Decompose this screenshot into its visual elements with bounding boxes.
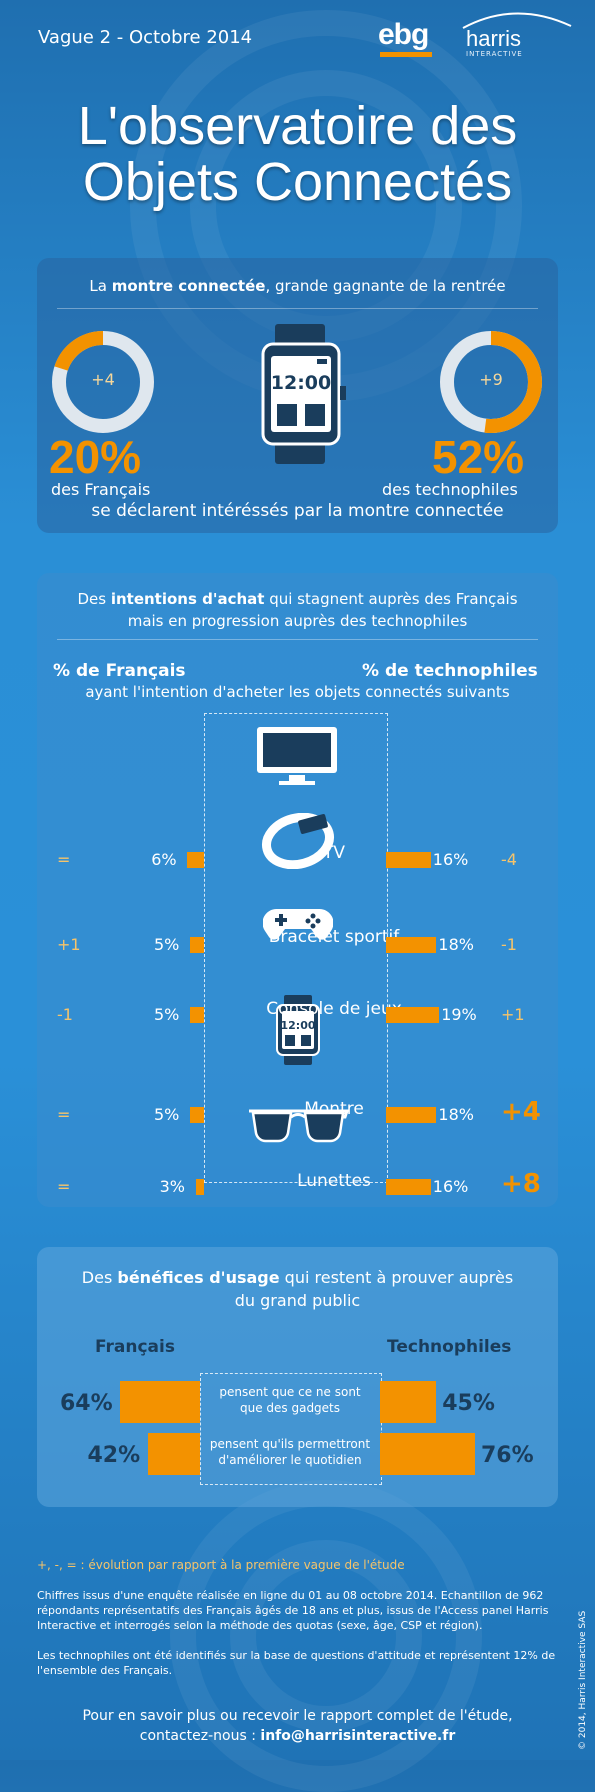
evolution-technophiles: +8 bbox=[501, 1169, 541, 1199]
item-label: Montre bbox=[304, 1099, 364, 1119]
harris-logo-subtitle: INTERACTIVE bbox=[466, 50, 523, 58]
glasses-icon bbox=[249, 1109, 349, 1143]
usage-benefits-panel: Des bénéfices d'usage qui restent à prou… bbox=[37, 1247, 558, 1507]
methodology-note: Chiffres issus d'une enquête réalisée en… bbox=[37, 1589, 549, 1632]
value-francais: 42% bbox=[87, 1443, 141, 1468]
section1-title: La montre connectée, grande gagnante de … bbox=[89, 277, 506, 295]
technophiles-note: Les technophiles ont été identifiés sur … bbox=[37, 1649, 556, 1677]
bar-technophiles bbox=[386, 937, 437, 953]
section3-title-line1: Des bénéfices d'usage qui restent à prou… bbox=[81, 1268, 514, 1287]
bar-technophiles bbox=[386, 852, 431, 868]
col-header-technophiles: Technophiles bbox=[387, 1337, 512, 1357]
evolution-francais: -1 bbox=[57, 1005, 73, 1024]
bar-francais bbox=[147, 1433, 200, 1475]
fitness-bracelet-icon bbox=[262, 813, 334, 869]
bar-technophiles bbox=[380, 1381, 437, 1423]
purchase-intent-panel: Des intentions d'achat qui stagnent aupr… bbox=[37, 573, 558, 1207]
statement-line1: pensent qu'ils permettront bbox=[209, 1437, 371, 1451]
evolution-technophiles: -4 bbox=[501, 850, 517, 869]
col-header-technophiles: % de technophiles bbox=[362, 661, 538, 681]
statement-line1: pensent que ce ne sont bbox=[219, 1385, 361, 1399]
item-label: Bracelet sportif bbox=[268, 927, 400, 947]
copyright: © 2014, Harris Interactive SAS bbox=[578, 1610, 588, 1750]
bar-technophiles bbox=[386, 1179, 431, 1195]
tv-icon bbox=[257, 727, 337, 785]
value-technophiles: 16% bbox=[432, 1177, 469, 1196]
statement-line2: d'améliorer le quotidien bbox=[218, 1453, 362, 1467]
evolution-technophiles: -1 bbox=[501, 935, 517, 954]
item-label: Console de jeux bbox=[266, 999, 402, 1019]
bar-technophiles bbox=[386, 1107, 437, 1123]
value-francais: 6% bbox=[151, 850, 177, 869]
bar-francais bbox=[120, 1381, 200, 1423]
value-francais: 5% bbox=[154, 1105, 180, 1124]
game-controller-icon bbox=[263, 908, 333, 940]
chart-subtitle: ayant l'intention d'acheter les objets c… bbox=[85, 683, 510, 701]
label-technophiles: des technophiles bbox=[382, 480, 518, 499]
item-label: TV bbox=[322, 843, 345, 863]
small-watch-time: 12:00 bbox=[280, 1019, 316, 1032]
item-label: Lunettes bbox=[297, 1171, 371, 1191]
bar-francais bbox=[195, 1179, 204, 1195]
harris-logo: harris bbox=[466, 26, 522, 51]
harris-logo-arc-icon bbox=[462, 12, 572, 29]
wifi-wave-decoration bbox=[170, 1480, 482, 1792]
col-header-francais: % de Français bbox=[53, 661, 186, 681]
value-francais: 3% bbox=[159, 1177, 185, 1196]
bar-technophiles bbox=[386, 1007, 440, 1023]
evolution-francais: +1 bbox=[57, 935, 81, 954]
delta-technophiles: +9 bbox=[479, 370, 503, 389]
wave-label: Vague 2 - Octobre 2014 bbox=[38, 27, 253, 48]
value-technophiles: 76% bbox=[481, 1443, 534, 1468]
ebg-logo: ebg bbox=[378, 18, 429, 51]
smartwatch-icon bbox=[261, 324, 346, 464]
value-technophiles: 18% bbox=[438, 1105, 474, 1124]
delta-francais: +4 bbox=[91, 370, 115, 389]
watch-time: 12:00 bbox=[270, 372, 332, 394]
bar-technophiles bbox=[380, 1433, 475, 1475]
smartwatch-icon bbox=[276, 995, 320, 1065]
value-technophiles: 18% bbox=[438, 935, 474, 954]
section2-title-line1: Des intentions d'achat qui stagnent aupr… bbox=[77, 590, 518, 608]
pct-technophiles: 52% bbox=[432, 431, 525, 483]
divider bbox=[57, 639, 538, 640]
evolution-francais: = bbox=[57, 850, 71, 869]
evolution-francais: = bbox=[57, 1177, 71, 1196]
pct-francais: 20% bbox=[49, 431, 142, 483]
evolution-technophiles: +4 bbox=[501, 1097, 541, 1127]
value-francais: 64% bbox=[60, 1391, 113, 1416]
donut-chart-francais bbox=[52, 331, 154, 433]
value-technophiles: 45% bbox=[442, 1391, 495, 1416]
section2-title-line2: mais en progression auprès des technophi… bbox=[127, 612, 468, 630]
value-technophiles: 16% bbox=[432, 850, 469, 869]
value-francais: 5% bbox=[154, 935, 180, 954]
cta-line2: contactez-nous : info@harrisinteractive.… bbox=[139, 1728, 456, 1744]
bar-francais bbox=[190, 1107, 204, 1123]
evolution-technophiles: +1 bbox=[501, 1005, 525, 1024]
smartwatch-panel: La montre connectée, grande gagnante de … bbox=[37, 258, 558, 533]
bar-francais bbox=[187, 852, 204, 868]
value-technophiles: 19% bbox=[441, 1005, 477, 1024]
page-title-line2: Objets Connectés bbox=[82, 152, 513, 212]
section3-title-line2: du grand public bbox=[234, 1291, 361, 1310]
bar-francais bbox=[190, 937, 204, 953]
donut-chart-technophiles bbox=[440, 331, 542, 433]
cta-line1: Pour en savoir plus ou recevoir le rappo… bbox=[82, 1708, 513, 1724]
col-header-francais: Français bbox=[95, 1337, 175, 1357]
statements-frame bbox=[200, 1373, 382, 1485]
evolution-francais: = bbox=[57, 1105, 71, 1124]
divider bbox=[57, 308, 538, 309]
ebg-logo-bar bbox=[380, 52, 432, 57]
value-francais: 5% bbox=[154, 1005, 180, 1024]
label-francais: des Français bbox=[51, 480, 151, 499]
contact-email-link[interactable]: info@harrisinteractive.fr bbox=[260, 1728, 456, 1744]
section1-caption: se déclarent intéréssés par la montre co… bbox=[91, 501, 504, 521]
bar-francais bbox=[190, 1007, 204, 1023]
evolution-legend: +, -, = : évolution par rapport à la pre… bbox=[37, 1558, 405, 1572]
page-title-line1: L'observatoire des bbox=[77, 96, 518, 156]
statement-line2: que des gadgets bbox=[239, 1401, 341, 1415]
